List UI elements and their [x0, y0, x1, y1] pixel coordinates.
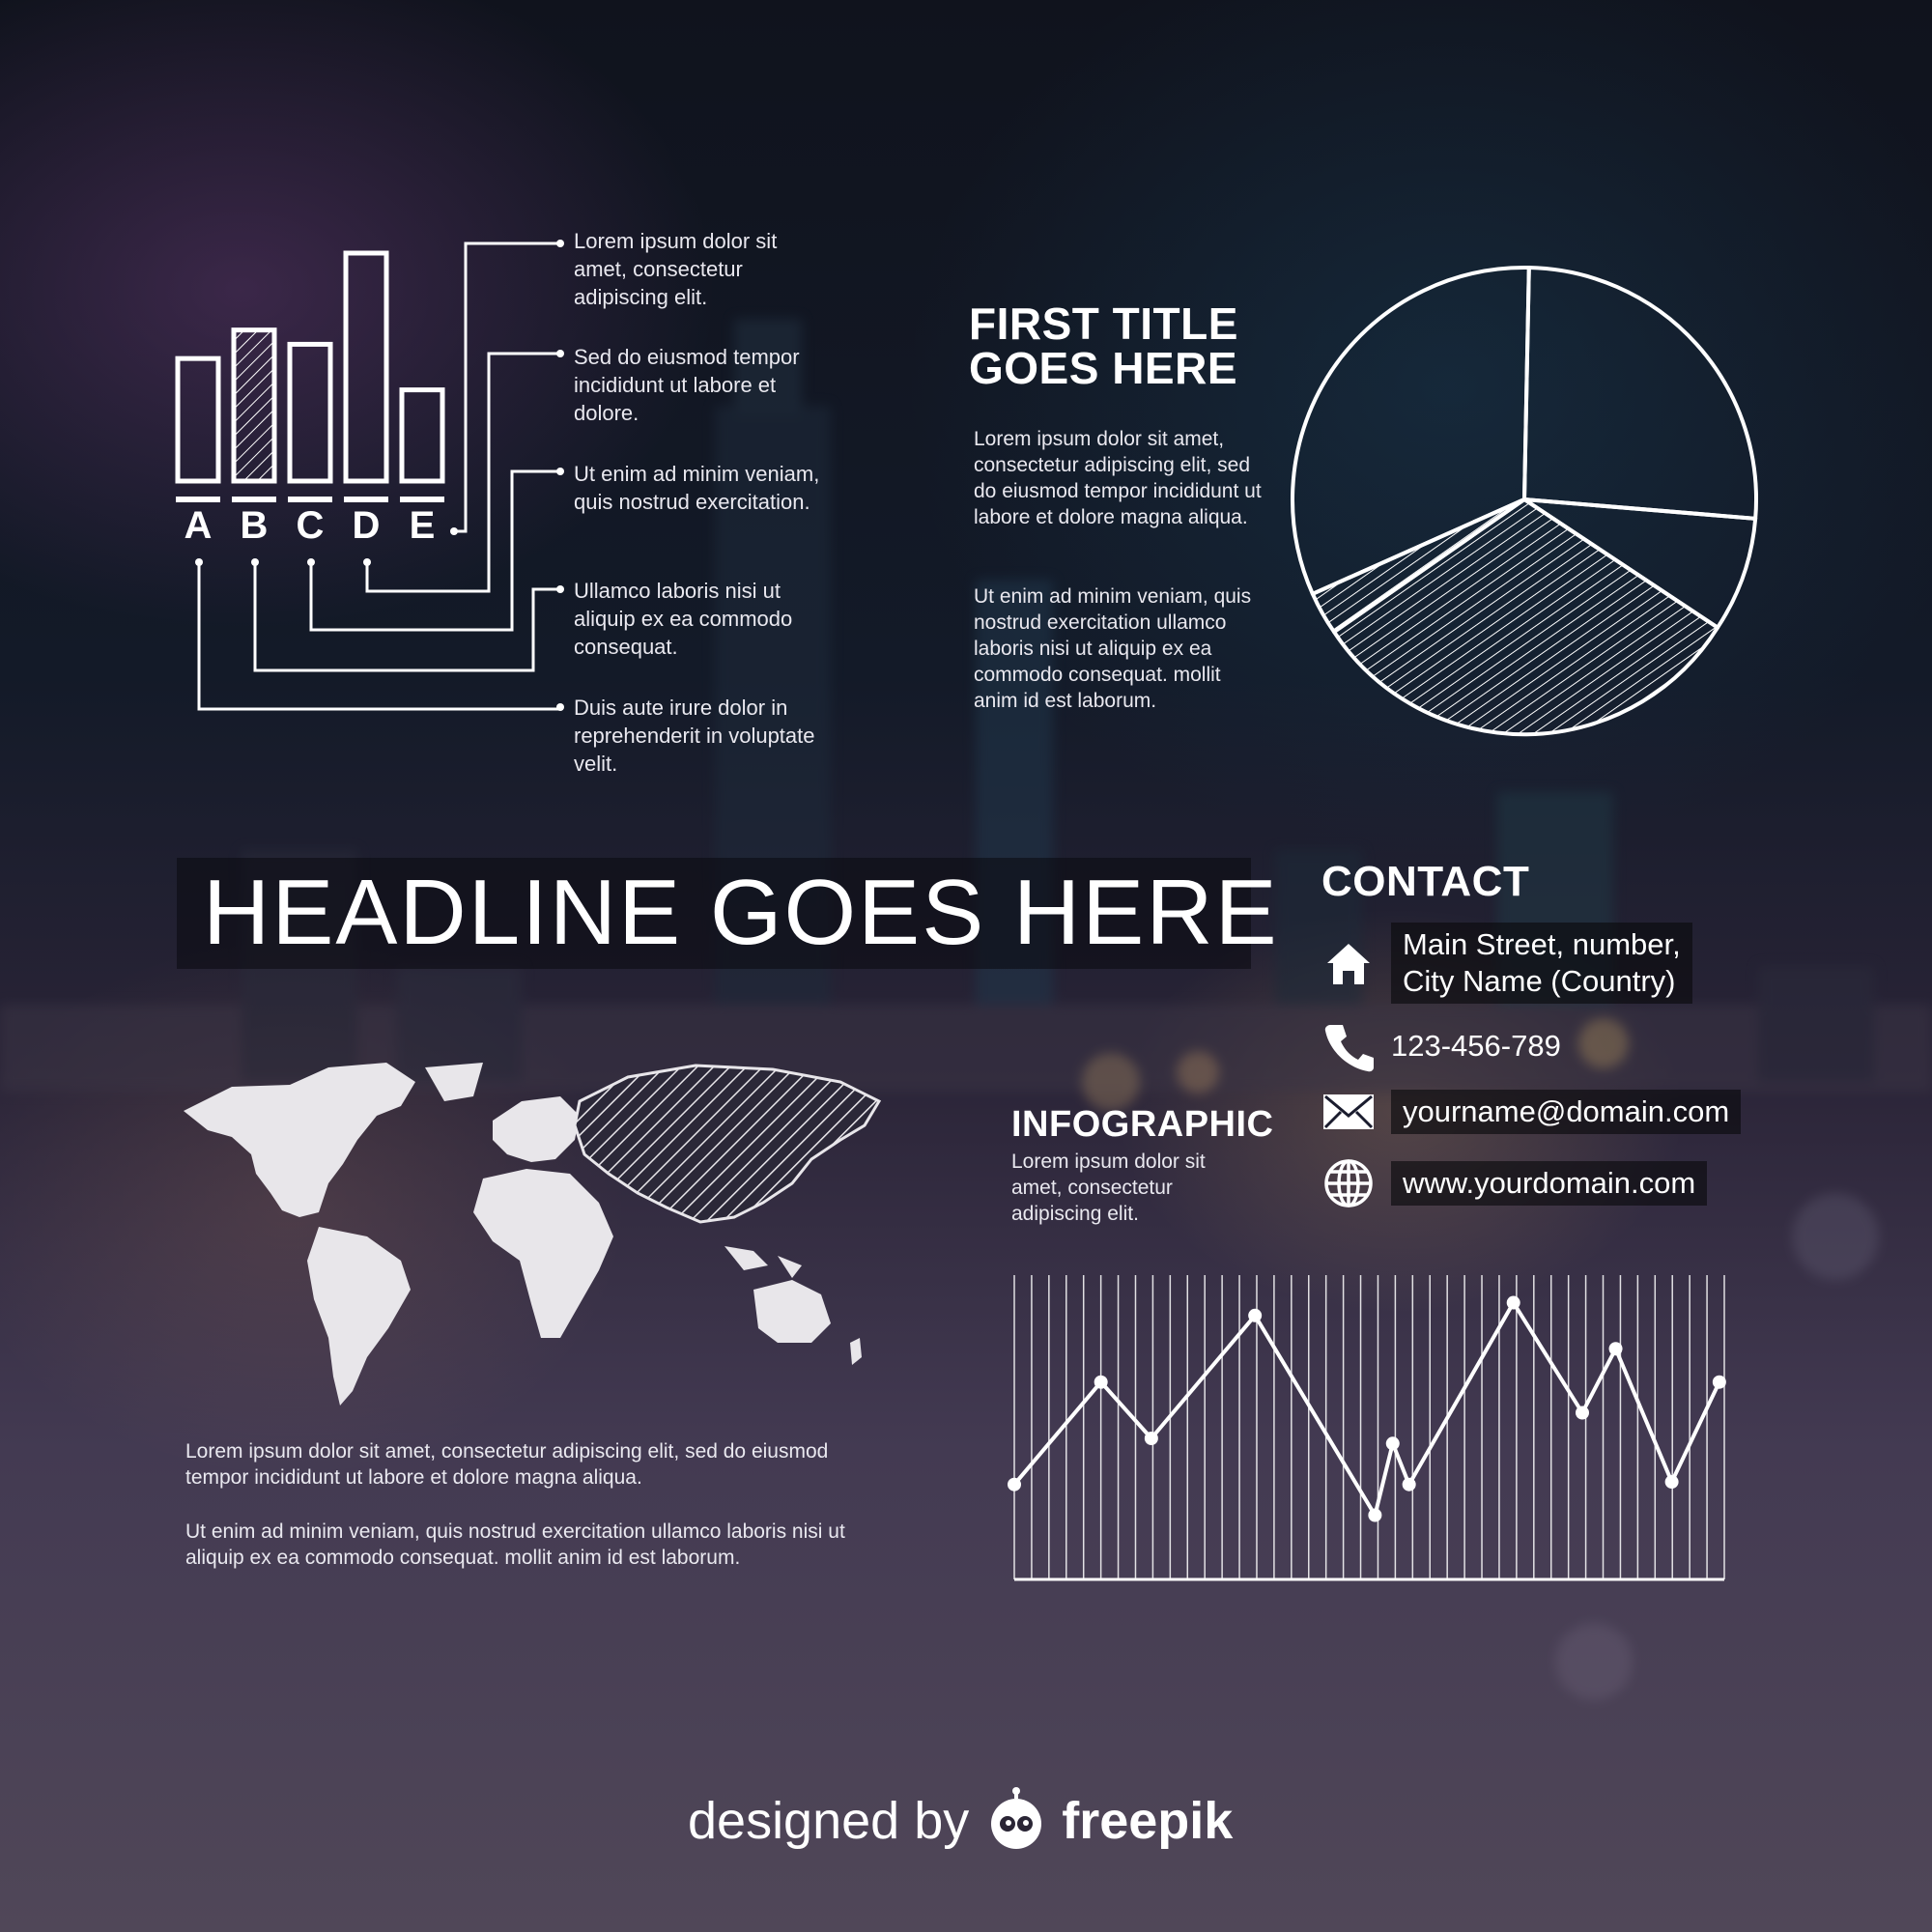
line-point-1 [1008, 1477, 1021, 1492]
address-line-1: Main Street, number, [1403, 927, 1681, 961]
line-series [1012, 1300, 1721, 1518]
line-point-9 [1576, 1406, 1589, 1420]
note-dot [556, 703, 564, 711]
bar-label-E: E [409, 504, 436, 547]
bar-label-D: D [352, 504, 381, 547]
pie-chart [1291, 266, 1758, 737]
line-point-8 [1506, 1295, 1520, 1310]
line-point-12 [1712, 1375, 1726, 1389]
connector-B [253, 562, 560, 672]
bar-label-C: C [296, 504, 325, 547]
line-point-4 [1248, 1308, 1263, 1322]
note-4: Ullamco laboris nisi ut aliquip ex ea co… [574, 579, 793, 659]
note-dot [556, 585, 564, 593]
note-dot [556, 350, 564, 357]
first-title: FIRST TITLE GOES HERE [969, 301, 1238, 390]
credit: designed by freepik [688, 1787, 1233, 1855]
line-point-2 [1094, 1375, 1108, 1389]
bar-D [343, 250, 389, 484]
first-paragraph-2: Ut enim ad minim veniam, quis nostrud ex… [974, 585, 1252, 712]
infographic-text: Lorem ipsum dolor sit amet, consectetur … [1011, 1151, 1206, 1225]
bar-B [231, 327, 277, 484]
line-chart [1008, 1275, 1726, 1581]
first-title-line-2: GOES HERE [969, 343, 1238, 393]
contact-title: CONTACT [1321, 858, 1530, 905]
line-point-11 [1664, 1475, 1679, 1490]
website-text[interactable]: www.yourdomain.com [1391, 1161, 1708, 1206]
world-map [184, 1063, 882, 1406]
bar-underline-E [400, 497, 444, 502]
connector-dot [195, 558, 203, 566]
credit-brand[interactable]: freepik [1062, 1792, 1234, 1850]
note-dot [556, 240, 564, 247]
email-text[interactable]: yourname@domain.com [1391, 1090, 1742, 1134]
pie-slice-5 [1291, 266, 1531, 596]
connector-dot [363, 558, 371, 566]
note-5: Duis aute irure dolor in reprehenderit i… [574, 696, 815, 776]
contact-website: www.yourdomain.com [1321, 1156, 1708, 1210]
mail-icon [1323, 1094, 1374, 1129]
phone-icon [1324, 1025, 1374, 1072]
pie-slice-2 [1522, 497, 1758, 630]
bar-underline-A [176, 497, 220, 502]
address-line-2: City Name (Country) [1403, 964, 1676, 998]
connector-A [197, 562, 560, 711]
line-point-10 [1608, 1342, 1623, 1356]
connector-D [365, 352, 560, 593]
bar-A [175, 355, 221, 484]
home-icon [1327, 944, 1370, 984]
first-paragraph-1: Lorem ipsum dolor sit amet, consectetur … [974, 428, 1262, 528]
globe-icon [1324, 1159, 1373, 1208]
bar-chart [175, 240, 564, 711]
phone-text[interactable]: 123-456-789 [1391, 1029, 1561, 1063]
connector-dot [251, 558, 259, 566]
line-point-3 [1144, 1432, 1158, 1445]
bar-C [287, 341, 333, 484]
contact-phone: 123-456-789 [1321, 1019, 1573, 1073]
note-dot [556, 468, 564, 475]
bar-label-B: B [240, 504, 269, 547]
connector-E [454, 242, 560, 533]
bar-E [399, 387, 445, 484]
contact-email: yourname@domain.com [1321, 1090, 1742, 1134]
first-title-line-1: FIRST TITLE [969, 298, 1238, 349]
line-point-7 [1402, 1477, 1416, 1492]
headline-box [177, 858, 1251, 969]
credit-prefix: designed by [688, 1792, 970, 1850]
infographic-title: INFOGRAPHIC [1011, 1104, 1274, 1145]
line-point-6 [1385, 1436, 1400, 1451]
contact-address: Main Street, number, City Name (Country) [1321, 923, 1692, 1004]
bar-label-A: A [184, 504, 213, 547]
pie-slice-3 [1332, 497, 1720, 737]
pie-slice-1 [1522, 266, 1758, 521]
bar-underline-B [232, 497, 276, 502]
note-3: Ut enim ad minim veniam, quis nostrud ex… [574, 462, 820, 514]
bar-underline-D [344, 497, 388, 502]
note-1: Lorem ipsum dolor sit amet, consectetur … [574, 229, 778, 309]
connector-C [309, 469, 560, 632]
bar-underline-C [288, 497, 332, 502]
line-point-5 [1368, 1508, 1382, 1522]
map-paragraph-2: Ut enim ad minim veniam, quis nostrud ex… [185, 1520, 845, 1569]
address-box: Main Street, number, City Name (Country) [1391, 923, 1692, 1004]
headline: HEADLINE GOES HERE [203, 861, 1279, 964]
connector-dot [450, 527, 458, 535]
map-paragraph-1: Lorem ipsum dolor sit amet, consectetur … [185, 1440, 829, 1489]
freepik-logo-icon [991, 1787, 1042, 1849]
note-2: Sed do eiusmod tempor incididunt ut labo… [574, 345, 800, 425]
connector-dot [307, 558, 315, 566]
